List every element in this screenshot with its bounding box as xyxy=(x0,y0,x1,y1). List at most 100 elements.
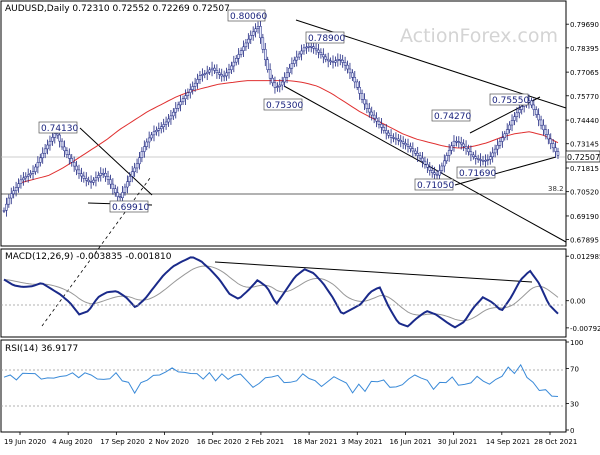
annotation-0-75550: 0.75550 xyxy=(492,96,529,106)
price-bar-body xyxy=(445,155,448,162)
price-bar-body xyxy=(60,140,64,148)
price-bar-body xyxy=(109,179,112,185)
watermark: ActionForex.com xyxy=(400,25,558,47)
price-bar-body xyxy=(41,152,44,159)
price-bar-body xyxy=(414,150,417,154)
price-bar-body xyxy=(307,45,311,48)
price-bar-body xyxy=(280,81,284,86)
price-bar-body xyxy=(302,47,306,52)
price-bar-body xyxy=(184,95,187,99)
price-bar-body xyxy=(130,171,134,177)
price-bar-body xyxy=(213,67,216,71)
price-bar-body xyxy=(114,188,117,194)
price-bar-body xyxy=(118,196,122,199)
price-bar-body xyxy=(26,174,30,177)
price-bar-body xyxy=(409,146,412,149)
annotation-0-75300: 0.75300 xyxy=(266,101,303,111)
price-bar-body xyxy=(421,157,424,162)
price-bar-body xyxy=(518,109,521,114)
rsi-y-tick-label: 0 xyxy=(570,427,574,435)
price-bar-body xyxy=(486,159,490,161)
price-bar-body xyxy=(389,135,393,138)
x-tick-label: 16 Dec 2020 xyxy=(197,438,242,446)
price-bar-body xyxy=(121,192,124,199)
price-y-tick-label: 0.69190 xyxy=(570,213,599,221)
price-bar-body xyxy=(70,158,73,163)
price-bar-body xyxy=(97,175,100,179)
price-bar-body xyxy=(433,172,436,175)
price-bar-body xyxy=(532,104,536,110)
current-price-label: 0.72507 xyxy=(567,153,600,162)
price-bars xyxy=(2,20,560,217)
price-bar-body xyxy=(36,162,40,168)
price-bar-body xyxy=(276,86,279,88)
price-bar-body xyxy=(63,146,66,152)
price-bar-body xyxy=(48,140,52,146)
price-bar-body xyxy=(29,173,32,176)
price-bar-body xyxy=(256,26,260,30)
price-bar-body xyxy=(474,156,477,159)
price-bar-body xyxy=(404,143,407,146)
price-bar-body xyxy=(155,130,158,133)
price-bar-body xyxy=(234,58,238,63)
x-tick-label: 17 Sep 2020 xyxy=(100,438,144,446)
price-bar-body xyxy=(387,132,390,136)
price-bar-body xyxy=(382,127,386,131)
price-bar-body xyxy=(467,148,470,153)
price-bar-body xyxy=(443,160,446,167)
price-bar-body xyxy=(34,166,37,172)
price-y-tick-label: 0.79690 xyxy=(570,21,599,29)
x-tick-label: 28 Oct 2021 xyxy=(534,438,577,446)
price-bar-body xyxy=(428,167,432,171)
price-bar-body xyxy=(348,68,352,74)
down-trendline-2020 xyxy=(79,127,153,196)
price-bar-body xyxy=(68,154,71,159)
price-bar-body xyxy=(447,150,451,156)
price-bar-body xyxy=(278,84,282,87)
annotation-box xyxy=(431,109,471,122)
annotation-0-69910: 0.69910 xyxy=(112,203,149,213)
current-price-tag xyxy=(565,150,600,163)
price-bar-body xyxy=(363,99,366,105)
price-bar-body xyxy=(508,124,511,130)
price-bar-body xyxy=(10,193,13,199)
price-bar-body xyxy=(491,152,494,158)
price-bar-body xyxy=(215,70,219,73)
price-bar-body xyxy=(99,172,103,176)
macd-y-tick-label: 0.012985 xyxy=(570,253,600,261)
price-bar-body xyxy=(208,69,211,73)
price-bar-body xyxy=(261,37,265,50)
price-bar-body xyxy=(283,77,286,83)
price-bar-body xyxy=(358,87,361,94)
price-bar-body xyxy=(53,133,57,138)
price-bar-body xyxy=(394,137,398,140)
price-bar-body xyxy=(19,179,23,184)
price-bar-body xyxy=(469,151,473,156)
price-bar-body xyxy=(343,62,347,66)
price-bar-body xyxy=(264,49,267,61)
price-bar-body xyxy=(218,72,221,75)
annotation-0-71050: 0.71050 xyxy=(417,181,454,191)
price-bar-body xyxy=(82,175,86,179)
price-bar-body xyxy=(138,157,141,165)
annotation-0-74130: 0.74130 xyxy=(41,124,78,134)
fib-label: 38.2 xyxy=(548,185,564,193)
price-bar-body xyxy=(31,171,35,174)
price-bar-body xyxy=(544,129,548,135)
macd-line xyxy=(3,256,559,329)
price-y-tick-label: 0.75770 xyxy=(570,93,599,101)
price-bar-body xyxy=(162,124,165,127)
price-bar-body xyxy=(87,179,90,182)
price-bar-body xyxy=(472,154,475,157)
price-bar-body xyxy=(179,101,182,106)
price-bar-body xyxy=(336,58,340,62)
price-bar-body xyxy=(5,203,8,211)
macd-y-tick-label: 0.00 xyxy=(570,298,586,306)
price-bar-body xyxy=(539,119,543,126)
price-bar-body xyxy=(157,128,161,131)
price-bar-body xyxy=(324,56,328,60)
x-tick-label: 30 Jul 2021 xyxy=(438,438,478,446)
price-y-axis: 0.79690 0.78395 0.77065 0.75770 0.74440 0.731… xyxy=(566,21,599,245)
x-tick-label: 14 Sep 2021 xyxy=(486,438,530,446)
